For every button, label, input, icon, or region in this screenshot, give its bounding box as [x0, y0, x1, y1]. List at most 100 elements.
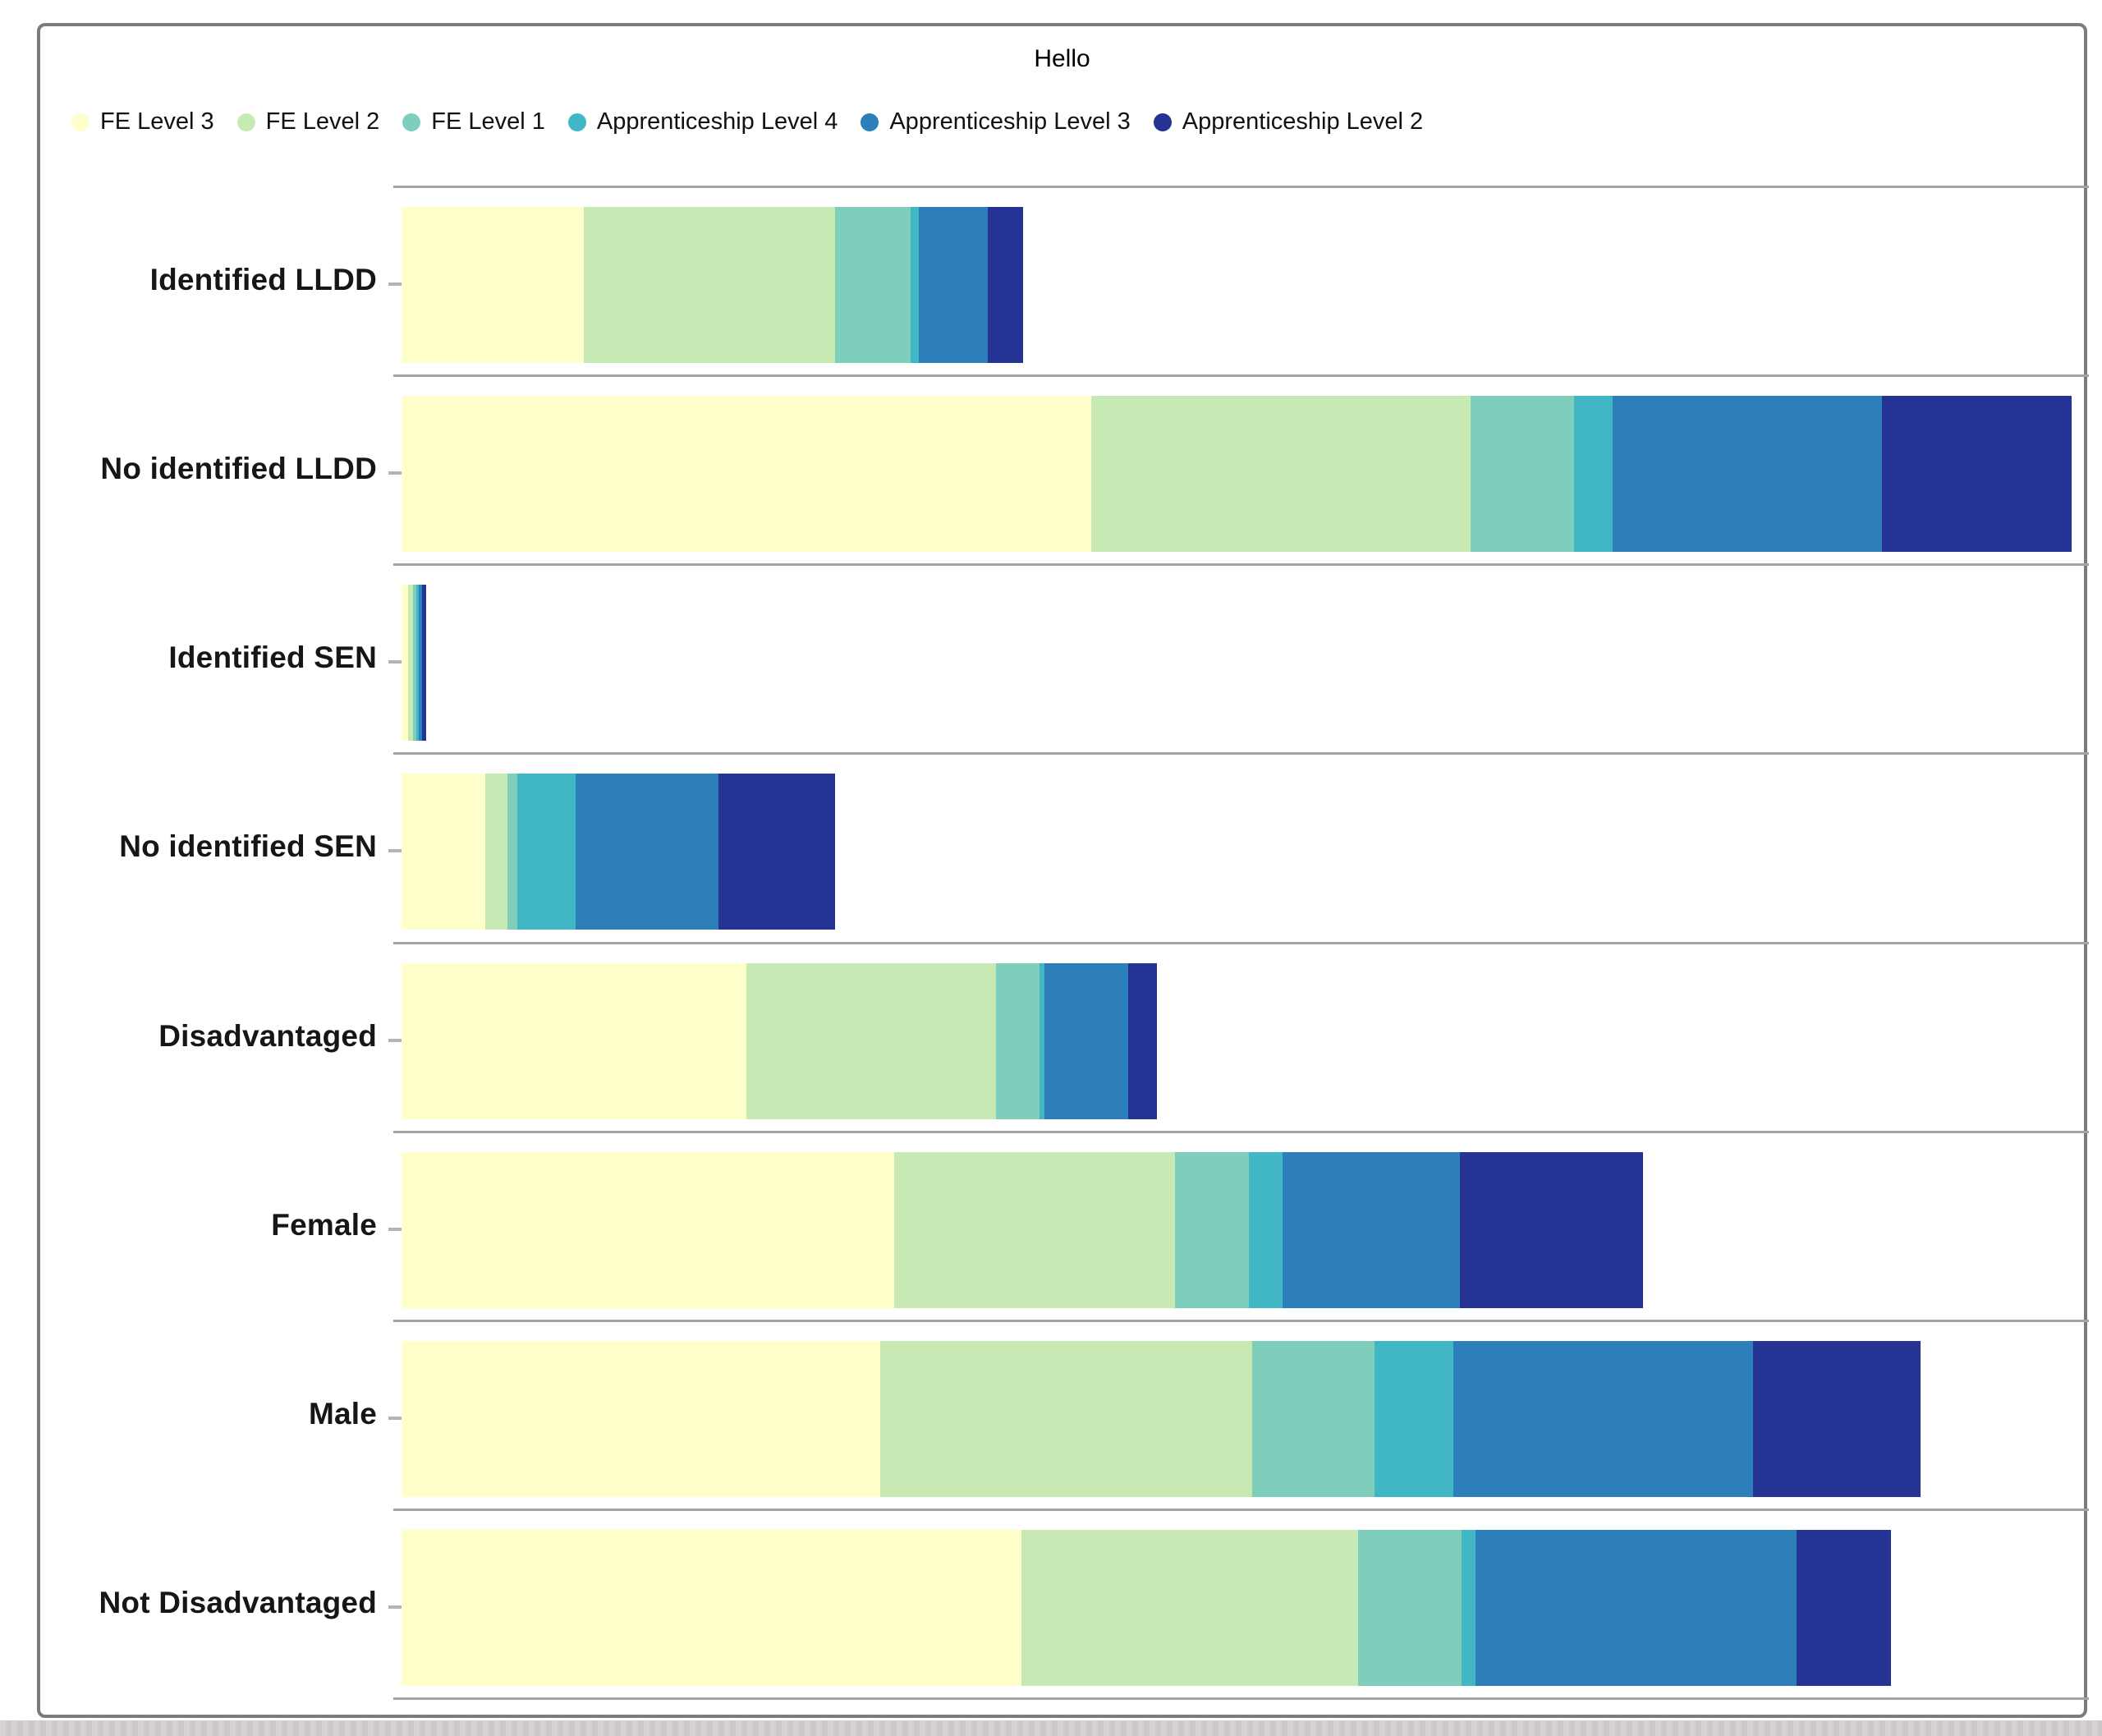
bar-segment[interactable]	[1462, 1529, 1476, 1686]
bar-segment[interactable]	[1021, 1529, 1358, 1686]
bar-segment[interactable]	[1040, 962, 1045, 1119]
bar	[402, 962, 2077, 1119]
page-background-strip	[0, 1720, 2102, 1736]
bar-segment[interactable]	[746, 962, 997, 1119]
bar-segment[interactable]	[880, 1340, 1253, 1497]
bar-segment[interactable]	[1128, 962, 1157, 1119]
bar-segment[interactable]	[919, 207, 988, 363]
bar-segment[interactable]	[1475, 1529, 1797, 1686]
bar-segment[interactable]	[1175, 1151, 1250, 1308]
row-divider	[393, 1319, 2089, 1322]
legend: FE Level 3 FE Level 2 FE Level 1 Apprentice…	[71, 108, 1423, 135]
bar-segment[interactable]	[584, 207, 836, 363]
bar-segment[interactable]	[1357, 1529, 1462, 1686]
axis-tick	[388, 1227, 402, 1231]
row-divider	[393, 186, 2089, 188]
legend-label: Apprenticeship Level 2	[1182, 108, 1424, 135]
bar	[402, 207, 2077, 363]
bar-segment[interactable]	[1573, 396, 1613, 553]
bar-segment[interactable]	[413, 585, 417, 742]
legend-dot-icon	[402, 113, 421, 131]
bar-segment[interactable]	[835, 207, 911, 363]
bar-segment[interactable]	[402, 1151, 894, 1308]
legend-dot-icon	[1153, 113, 1172, 131]
chart-card: Hello FE Level 3 FE Level 2 FE Level 1 Appr…	[37, 23, 2089, 1718]
category-label: No identified LLDD	[100, 452, 377, 486]
legend-dot-icon	[567, 113, 586, 131]
legend-dot-icon	[236, 113, 255, 131]
category-label: Identified SEN	[168, 641, 377, 675]
legend-label: Apprenticeship Level 3	[889, 108, 1131, 135]
axis-tick	[388, 282, 402, 286]
row-divider	[393, 563, 2089, 567]
bar-segment[interactable]	[1882, 396, 2072, 553]
bar-segment[interactable]	[893, 1151, 1176, 1308]
axis-tick	[388, 471, 402, 475]
axis-tick	[388, 1605, 402, 1609]
bar-segment[interactable]	[1470, 396, 1574, 553]
bar-segment[interactable]	[516, 774, 576, 930]
bar-segment[interactable]	[408, 585, 414, 742]
legend-label: FE Level 1	[431, 108, 545, 135]
bar-segment[interactable]	[402, 774, 485, 930]
bar-segment[interactable]	[1044, 962, 1129, 1119]
bar-segment[interactable]	[416, 585, 420, 742]
legend-label: Apprenticeship Level 4	[596, 108, 838, 135]
bar-segment[interactable]	[1375, 1340, 1454, 1497]
row-divider	[393, 1130, 2089, 1133]
bar-segment[interactable]	[1252, 1340, 1375, 1497]
bar-segment[interactable]	[507, 774, 517, 930]
bar	[402, 1529, 2077, 1686]
legend-item[interactable]: FE Level 3	[71, 108, 214, 135]
bar-segment[interactable]	[402, 585, 409, 742]
category-label: Not Disadvantaged	[99, 1585, 377, 1619]
bar-segment[interactable]	[911, 207, 920, 363]
category-label: Male	[308, 1396, 377, 1431]
legend-label: FE Level 3	[100, 108, 214, 135]
bar-segment[interactable]	[422, 585, 426, 742]
bar	[402, 774, 2077, 930]
bar-segment[interactable]	[1091, 396, 1471, 553]
bar-segment[interactable]	[576, 774, 718, 930]
bar-segment[interactable]	[987, 207, 1023, 363]
plot-area: Identified LLDD No identified LLDD Identif…	[40, 26, 2089, 1715]
bar	[402, 1151, 2077, 1308]
bar-segment[interactable]	[485, 774, 507, 930]
legend-item[interactable]: Apprenticeship Level 4	[567, 108, 838, 135]
bar-segment[interactable]	[1249, 1151, 1283, 1308]
legend-item[interactable]: FE Level 1	[402, 108, 545, 135]
bar-segment[interactable]	[1612, 396, 1883, 553]
bar-segment[interactable]	[402, 1529, 1021, 1686]
axis-tick	[388, 849, 402, 853]
legend-item[interactable]: Apprenticeship Level 3	[861, 108, 1131, 135]
legend-item[interactable]: FE Level 2	[236, 108, 380, 135]
legend-item[interactable]: Apprenticeship Level 2	[1153, 108, 1424, 135]
axis-tick	[388, 660, 402, 664]
legend-dot-icon	[71, 113, 89, 131]
bar	[402, 396, 2077, 553]
bar-segment[interactable]	[718, 774, 836, 930]
axis-tick	[388, 1416, 402, 1420]
chart-title: Hello	[1034, 45, 1090, 72]
row-divider	[393, 752, 2089, 755]
bar-segment[interactable]	[1283, 1151, 1461, 1308]
legend-dot-icon	[861, 113, 879, 131]
bar-segment[interactable]	[1460, 1151, 1643, 1308]
bar-segment[interactable]	[402, 207, 585, 363]
bar-segment[interactable]	[1453, 1340, 1754, 1497]
legend-label: FE Level 2	[265, 108, 380, 135]
bar-segment[interactable]	[1797, 1529, 1891, 1686]
bar-segment[interactable]	[402, 396, 1092, 553]
bar-segment[interactable]	[1753, 1340, 1921, 1497]
axis-tick	[388, 1038, 402, 1042]
bar-segment[interactable]	[402, 1340, 881, 1497]
axis-bottom-line	[393, 1697, 2089, 1700]
bar-segment[interactable]	[419, 585, 423, 742]
bar	[402, 1340, 2077, 1497]
category-label: Disadvantaged	[158, 1018, 377, 1053]
row-divider	[393, 941, 2089, 944]
row-divider	[393, 1508, 2089, 1511]
bar-segment[interactable]	[996, 962, 1040, 1119]
bar-segment[interactable]	[402, 962, 747, 1119]
